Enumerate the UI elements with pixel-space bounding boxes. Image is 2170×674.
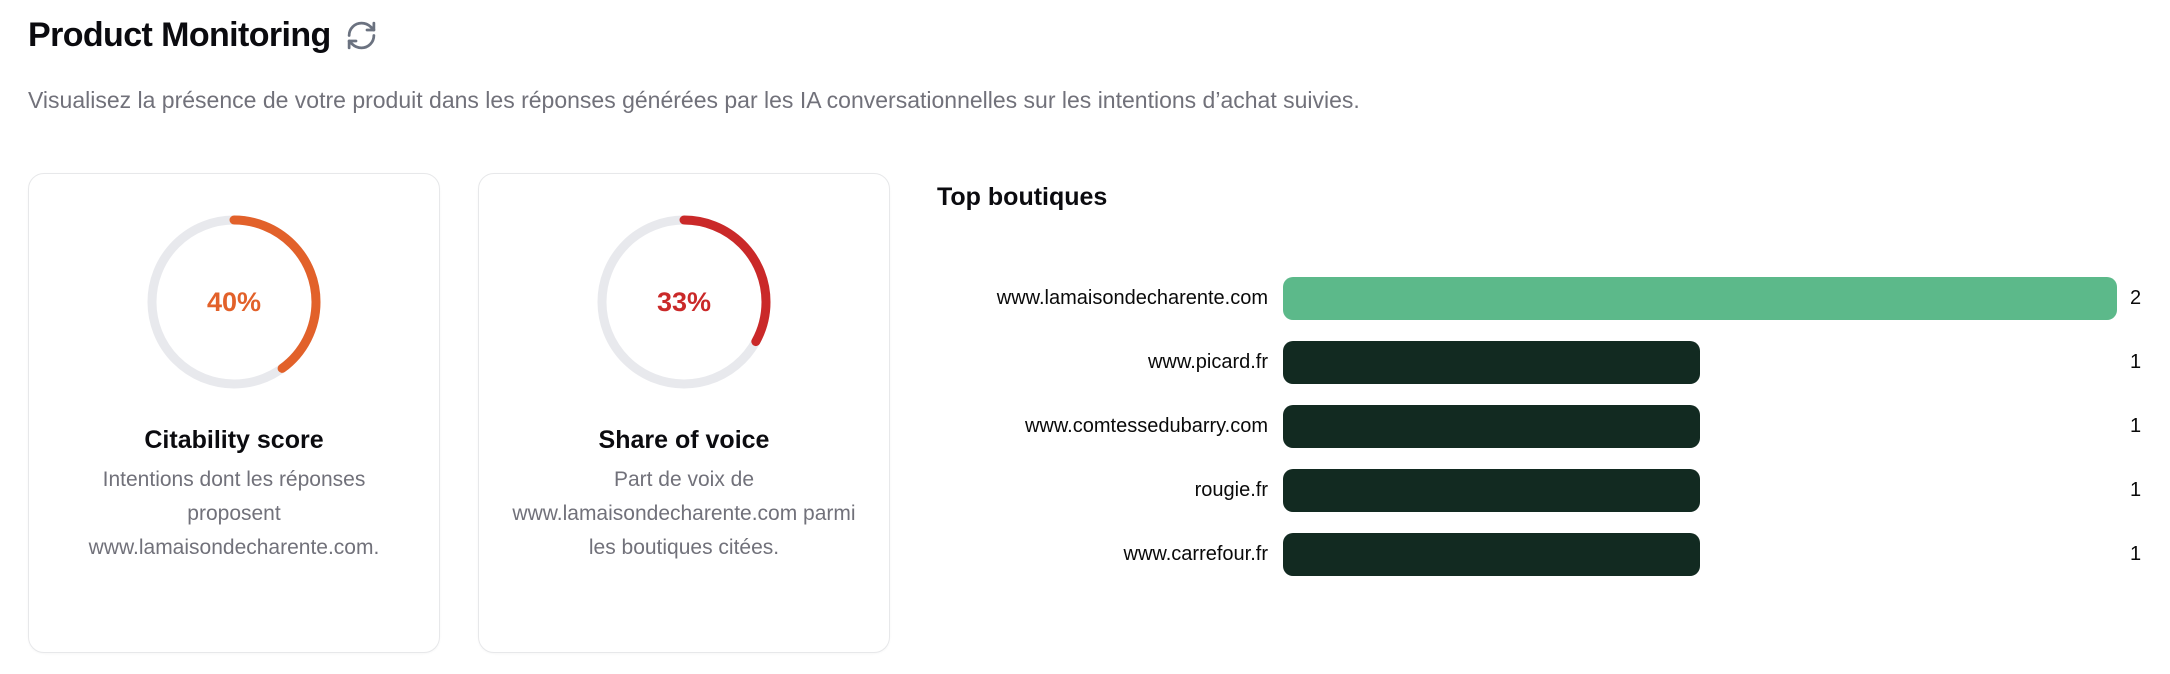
share-of-voice-card-title: Share of voice: [598, 426, 770, 454]
chart-row: rougie.fr 1: [937, 469, 2141, 512]
page-title: Product Monitoring: [28, 16, 331, 54]
bar-label: www.carrefour.fr: [1123, 543, 1268, 565]
share-of-voice-donut-chart: 33%: [589, 207, 779, 397]
bar-carrefour[interactable]: [1283, 533, 1700, 576]
main-content: 40% Citability score Intentions dont les…: [28, 173, 2170, 653]
refresh-button[interactable]: [345, 19, 378, 52]
citability-donut-chart: 40%: [139, 207, 329, 397]
bar-value: 2: [2130, 287, 2142, 309]
donut-arc: [597, 215, 771, 389]
bar-label: www.picard.fr: [1147, 351, 1268, 373]
bar-lamaisondecharente[interactable]: [1283, 277, 2117, 320]
chart-row: www.comtessedubarry.com 1: [937, 405, 2141, 448]
bar-value: 1: [2130, 543, 2142, 565]
bar-label: www.comtessedubarry.com: [1024, 415, 1268, 437]
citability-card-title: Citability score: [144, 426, 324, 454]
bar-area: [1283, 533, 2117, 576]
product-monitoring-page: Product Monitoring Visualisez la présenc…: [28, 0, 2170, 653]
citability-percent-value: 40%: [206, 286, 262, 317]
page-header: Product Monitoring Visualisez la présenc…: [28, 0, 2170, 114]
refresh-icon: [345, 19, 378, 52]
citability-card-description: Intentions dont les réponses proposent w…: [88, 468, 380, 559]
chart-title: Top boutiques: [937, 183, 1108, 211]
share-of-voice-card: 33% Share of voice Part de voix de www.l…: [478, 173, 890, 653]
bar-label: rougie.fr: [1194, 479, 1268, 501]
bar-comtessedubarry[interactable]: [1283, 405, 1700, 448]
bar-picard[interactable]: [1283, 341, 1700, 384]
bar-rougie[interactable]: [1283, 469, 1700, 512]
bar-area: [1283, 405, 2117, 448]
citability-score-card: 40% Citability score Intentions dont les…: [28, 173, 440, 653]
bar-area: [1283, 277, 2117, 320]
page-subtitle: Visualisez la présence de votre produit …: [28, 87, 1360, 113]
chart-row: www.carrefour.fr 1: [937, 533, 2141, 576]
share-of-voice-card-description: Part de voix de www.lamaisondecharente.c…: [512, 468, 856, 559]
bar-value: 1: [2130, 351, 2142, 373]
bar-label: www.lamaisondecharente.com: [996, 287, 1268, 309]
share-of-voice-percent-value: 33%: [656, 286, 712, 317]
bar-value: 1: [2130, 415, 2142, 437]
chart-row: www.picard.fr 1: [937, 341, 2141, 384]
top-boutiques-chart: Top boutiques www.lamaisondecharente.com…: [937, 173, 2141, 576]
bar-area: [1283, 469, 2117, 512]
chart-rows: www.lamaisondecharente.com 2 www.picard.…: [937, 277, 2141, 576]
bar-area: [1283, 341, 2117, 384]
chart-row: www.lamaisondecharente.com 2: [937, 277, 2141, 320]
donut-arc: [147, 215, 321, 389]
bar-value: 1: [2130, 479, 2142, 501]
